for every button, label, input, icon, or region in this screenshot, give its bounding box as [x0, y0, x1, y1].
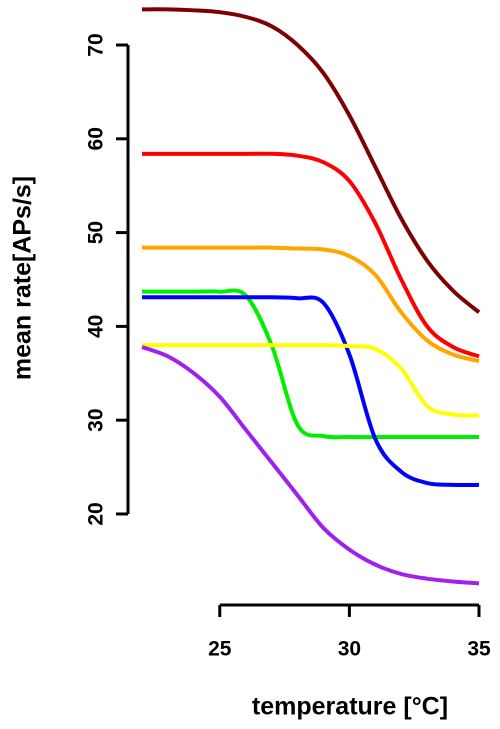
data-line [141, 245, 480, 364]
y-tick-label: 60 [85, 127, 108, 150]
x-tick-label: 25 [208, 638, 232, 661]
data-line [141, 288, 480, 440]
data-line [142, 295, 480, 488]
data-line [141, 7, 481, 314]
y-tick-label: 50 [85, 221, 108, 244]
y-tick-label: 20 [85, 502, 108, 525]
data-line [142, 151, 480, 359]
y-tick-label: 70 [85, 33, 108, 56]
y-tick-label: 40 [85, 315, 108, 338]
y-axis-title: mean rate[APs/s] [9, 176, 37, 380]
data-line [141, 345, 480, 586]
x-tick-label: 35 [467, 638, 491, 661]
x-axis-title: temperature [°C] [252, 693, 448, 721]
y-tick-label: 30 [85, 408, 108, 431]
x-tick-label: 30 [338, 638, 361, 661]
data-line [142, 343, 480, 418]
